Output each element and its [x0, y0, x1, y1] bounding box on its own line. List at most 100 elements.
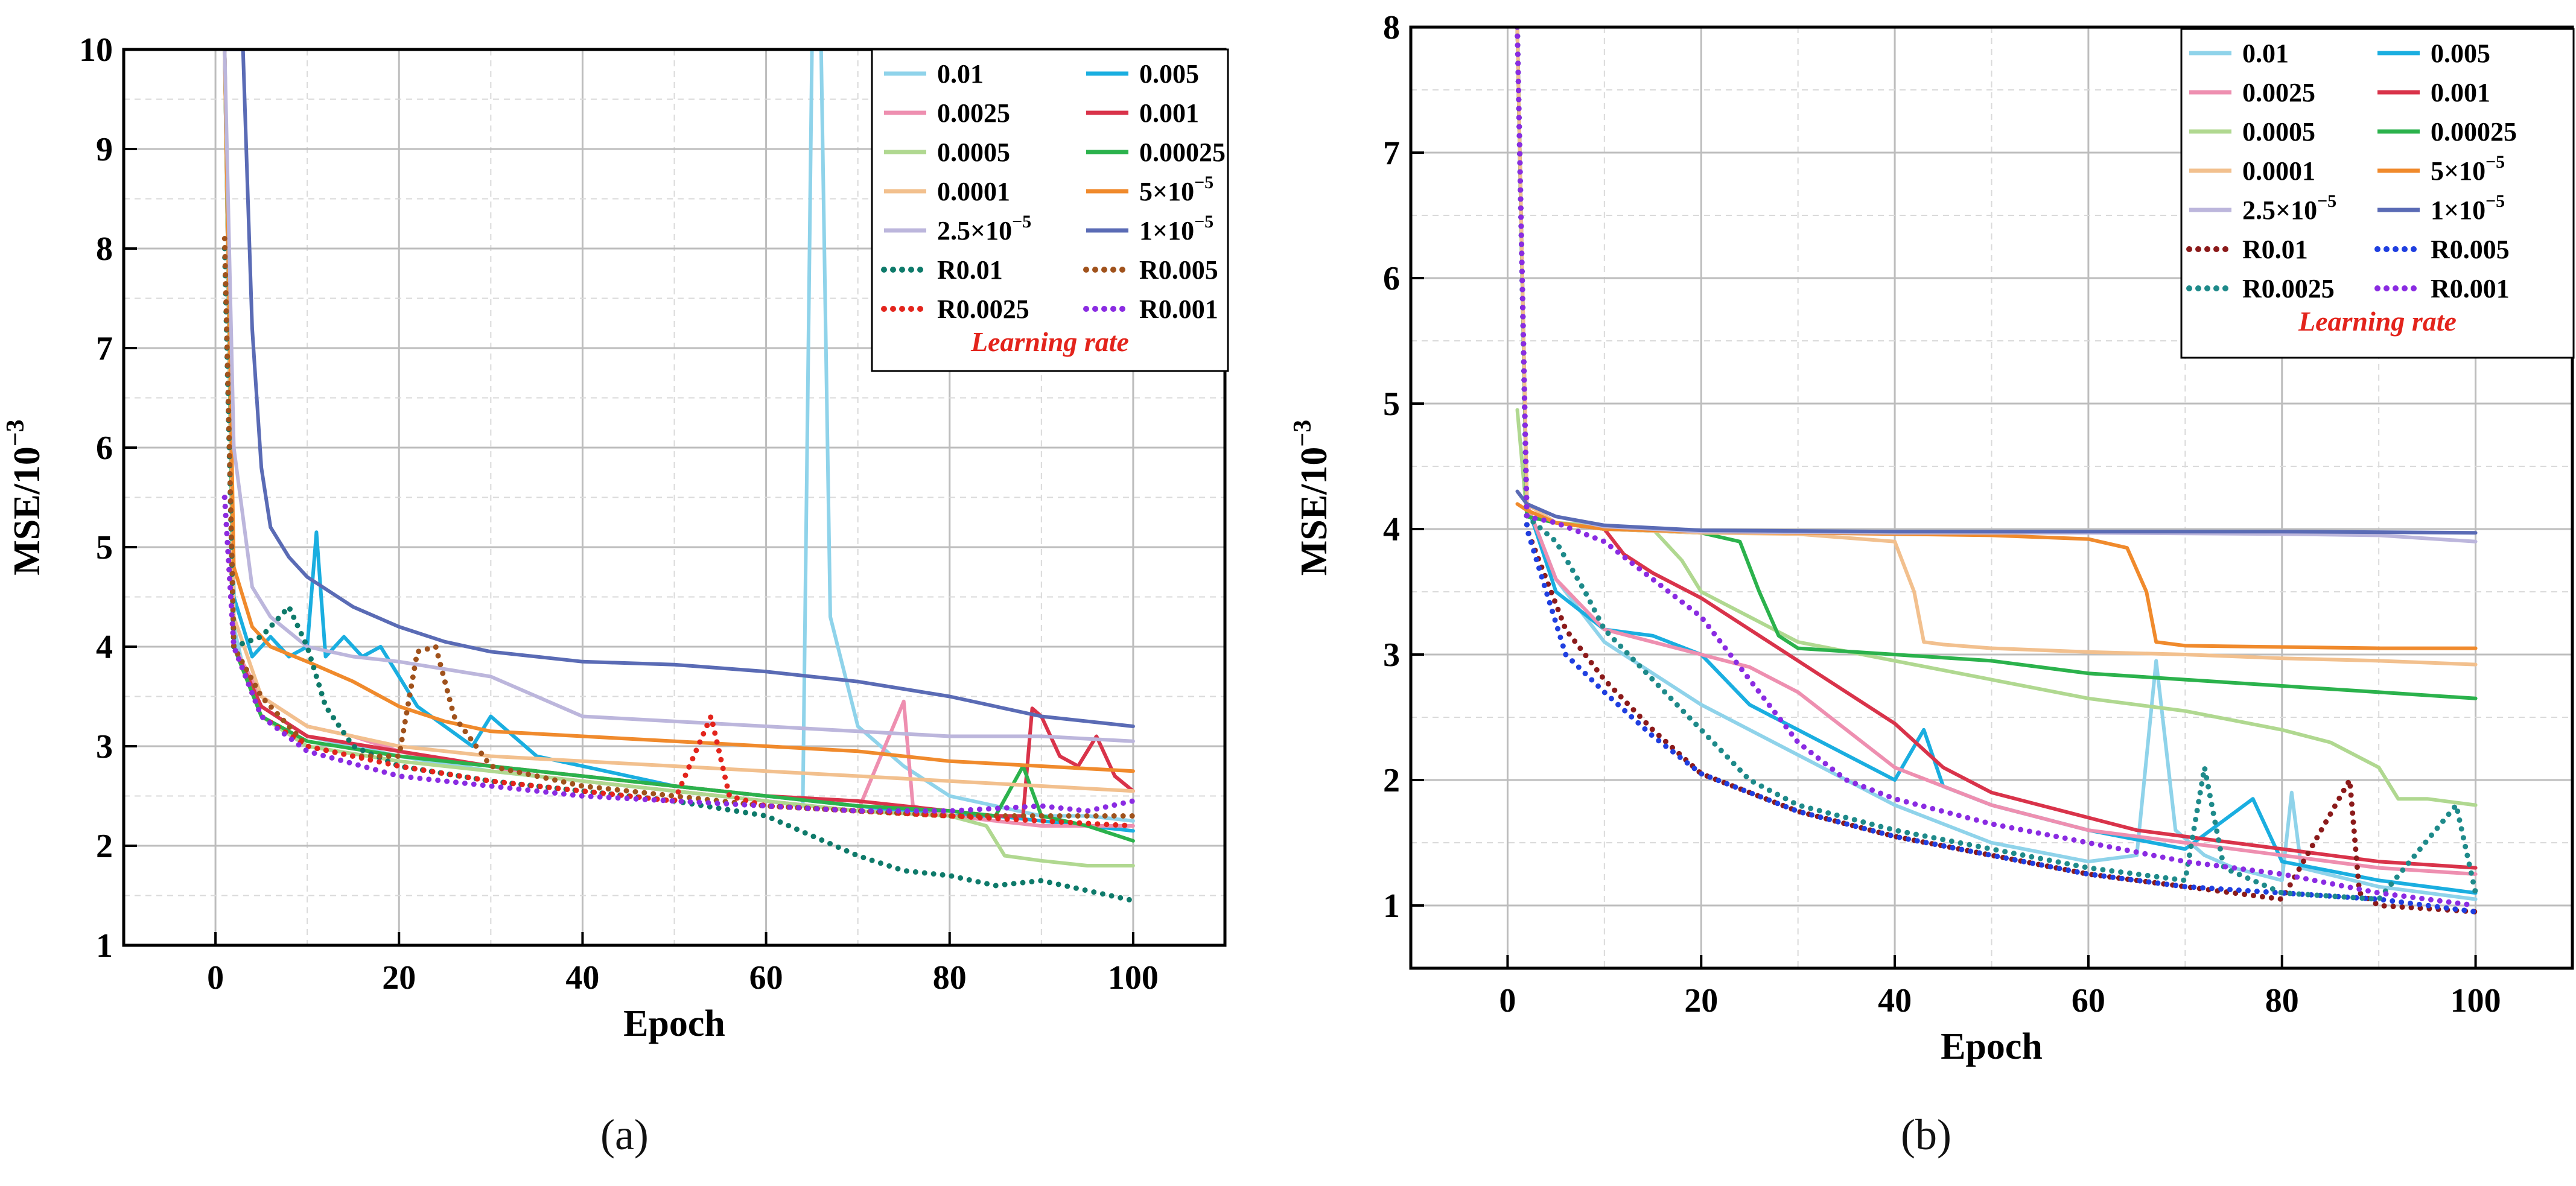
series-line-0.0005 [1515, 408, 2478, 807]
legend-label: 0.001 [1139, 98, 1199, 128]
legend-label-base: 0.0001 [2242, 156, 2315, 186]
legend-label: R0.005 [2431, 235, 2510, 264]
series-line-0.00025 [223, 49, 1135, 843]
x-tick-label: 40 [1878, 982, 1912, 1020]
ticks: 0 20 40 60 80 100 1 2 3 4 5 6 7 8 9 10 [79, 31, 1159, 997]
legend-label: R0.0025 [2242, 274, 2335, 303]
ticks: 0 20 40 60 80 100 1 2 3 4 5 6 7 8 [1383, 9, 2501, 1020]
series-line-R0.005 [1515, 27, 2479, 915]
legend-label-base: R0.001 [2431, 274, 2510, 303]
series-line-0.0001 [223, 49, 1135, 793]
legend-label-exponent: −5 [2485, 191, 2505, 211]
legend-label-base: 0.0025 [937, 98, 1010, 128]
y-tick-label: 3 [1383, 636, 1400, 674]
legend-label-base: 0.01 [2242, 39, 2289, 68]
y-tick-label: 7 [1383, 135, 1400, 172]
legend-label-base: 1×10 [2431, 195, 2485, 225]
y-tick-label: 1 [96, 927, 113, 965]
legend-label-base: 0.00025 [2431, 117, 2517, 147]
plot-frame [122, 48, 1227, 947]
y-tick-label: 4 [1383, 511, 1400, 548]
y-axis-label-exponent: −3 [2, 419, 30, 446]
legend-label: 0.01 [937, 59, 984, 89]
series-line-R0.0025 [1515, 27, 2479, 902]
legend-label: 2.5×10−5 [937, 212, 1031, 246]
legend-box [2180, 28, 2575, 359]
series-line-2.5×10^-5 [223, 49, 1135, 743]
legend-label: 2.5×10−5 [2242, 191, 2336, 225]
series-line-R0.001 [1515, 27, 2479, 909]
legend-label-base: R0.01 [937, 255, 1003, 285]
legend-label: 5×10−5 [2431, 152, 2505, 186]
y-tick-label: 8 [96, 230, 113, 268]
legend-label-exponent: −5 [2485, 152, 2505, 172]
legend-label-base: 2.5×10 [937, 216, 1012, 246]
legend-label-base: R0.001 [1139, 294, 1218, 324]
legend-label-base: 0.001 [1139, 98, 1199, 128]
y-axis-label: MSE/10−3 [1289, 420, 1335, 576]
legend-label: 0.00025 [1139, 138, 1226, 167]
legend-label: R0.005 [1139, 255, 1218, 285]
legend: 0.01 0.005 0.0025 0.001 0.0005 0.00025 0.0001 5… [2180, 28, 2575, 359]
legend-label-base: 0.0005 [937, 138, 1010, 167]
x-tick-label: 20 [1684, 982, 1718, 1020]
x-tick-label: 80 [933, 959, 967, 997]
legend-label-base: R0.01 [2242, 235, 2308, 264]
legend-label: 0.0025 [937, 98, 1010, 128]
y-axis-label: MSE/10−3 [2, 419, 48, 576]
series-line-2.5×10^-5 [1515, 489, 2478, 544]
x-axis-label: Epoch [623, 1003, 725, 1044]
y-tick-label: 4 [96, 629, 113, 666]
series-line-R0.001 [221, 495, 1136, 814]
y-tick-label: 8 [1383, 9, 1400, 46]
plot-frame [1409, 25, 2574, 970]
legend-label-exponent: −5 [1194, 212, 1213, 232]
x-tick-label: 0 [207, 959, 224, 997]
legend-label-base: 5×10 [2431, 156, 2485, 186]
legend-title: Learning rate [970, 326, 1129, 357]
x-tick-label: 80 [2265, 982, 2299, 1020]
legend-label-exponent: −5 [1194, 173, 1213, 192]
legend-label-base: R0.0025 [937, 294, 1029, 324]
y-tick-label: 7 [96, 330, 113, 367]
y-tick-label: 9 [96, 131, 113, 168]
y-axis-label-base: MSE/10 [7, 446, 48, 576]
legend-label-base: 0.005 [1139, 59, 1199, 89]
series-line-0.005 [223, 49, 1135, 833]
legend-label: 0.005 [1139, 59, 1199, 89]
legend-label: 5×10−5 [1139, 173, 1213, 206]
legend-label-base: 2.5×10 [2242, 195, 2317, 225]
y-tick-label: 5 [1383, 385, 1400, 423]
legend-label-base: 0.0025 [2242, 78, 2315, 107]
legend-box [871, 48, 1229, 372]
y-axis-label-base: MSE/10 [1294, 447, 1335, 576]
series-line-0.001 [223, 49, 1135, 818]
legend-label: 0.0005 [2242, 117, 2315, 147]
y-tick-label: 1 [1383, 887, 1400, 925]
y-tick-label: 2 [1383, 762, 1400, 799]
series-line-0.001 [1515, 27, 2478, 870]
x-tick-label: 0 [1499, 982, 1516, 1020]
legend-label: R0.001 [2431, 274, 2510, 303]
legend: 0.01 0.005 0.0025 0.001 0.0005 0.00025 0.0001 5… [871, 48, 1229, 372]
y-axis-label-exponent: −3 [1289, 420, 1317, 447]
series-line-0.01 [1515, 27, 2478, 901]
series-group [221, 49, 1136, 904]
legend-label-base: 0.0005 [2242, 117, 2315, 147]
legend-label: R0.01 [2242, 235, 2308, 264]
series-line-1×10^-5 [1515, 489, 2478, 535]
y-tick-label: 2 [96, 828, 113, 865]
series-line-1×10^-5 [223, 49, 1135, 728]
legend-label: 0.0025 [2242, 78, 2315, 107]
legend-label-base: 1×10 [1139, 216, 1194, 246]
legend-label: 1×10−5 [2431, 191, 2505, 225]
legend-label: 0.001 [2431, 78, 2490, 107]
legend-title: Learning rate [2298, 306, 2457, 337]
legend-label-base: 5×10 [1139, 177, 1194, 206]
series-line-5×10^-5 [1515, 502, 2478, 650]
x-tick-label: 60 [749, 959, 783, 997]
legend-label-base: R0.0025 [2242, 274, 2335, 303]
legend-label: 0.0005 [937, 138, 1010, 167]
legend-label-exponent: −5 [2317, 191, 2336, 211]
y-tick-label: 6 [96, 430, 113, 467]
